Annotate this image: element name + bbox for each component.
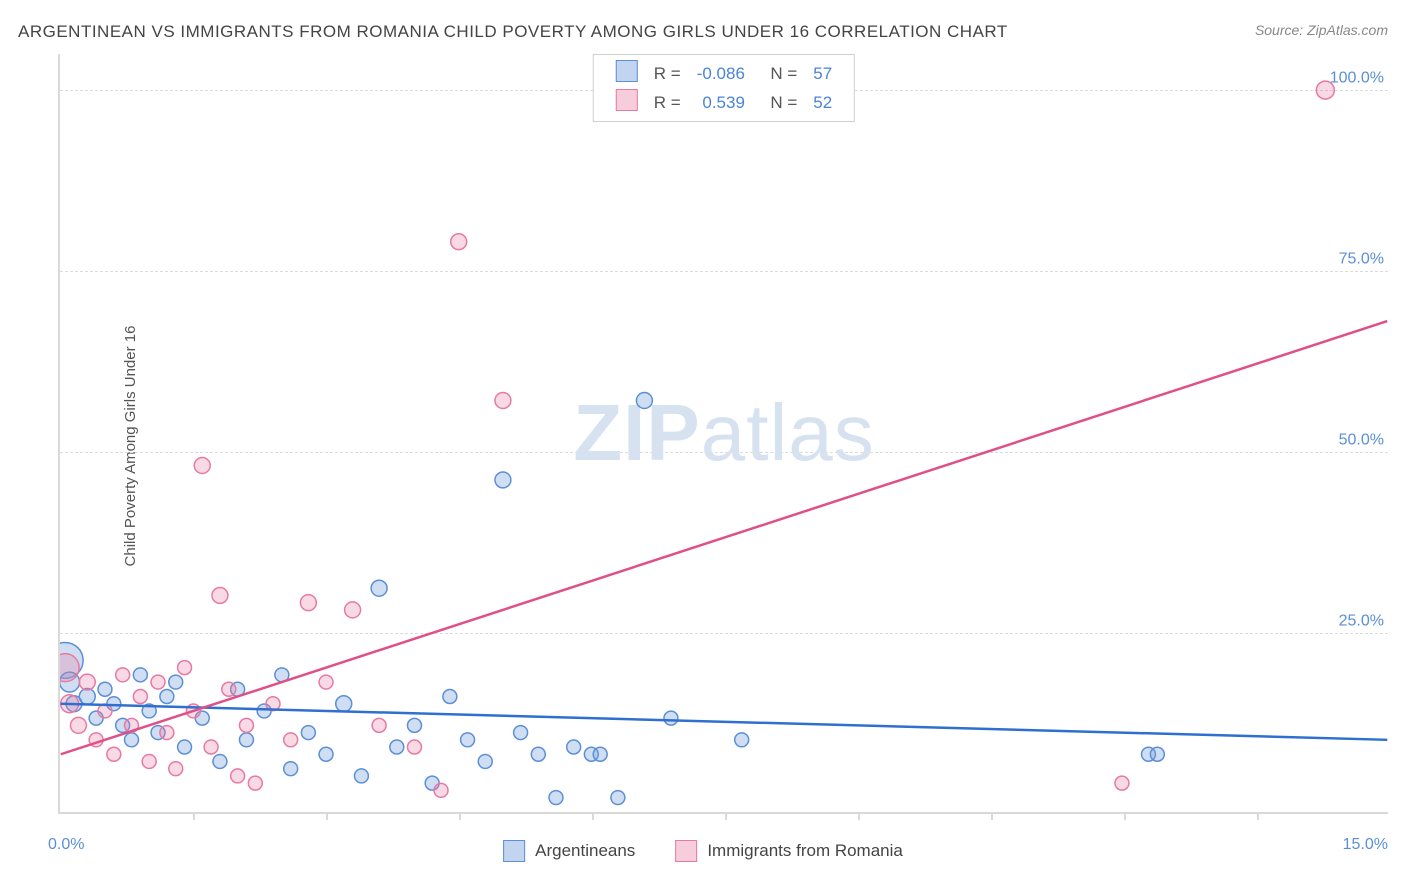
legend-row-2: R =0.539 N =52: [608, 88, 840, 117]
legend-row-1: R =-0.086 N =57: [608, 59, 840, 88]
chart-svg: [60, 54, 1388, 812]
x-axis-start-label: 0.0%: [48, 836, 84, 854]
x-axis-end-label: 15.0%: [1343, 836, 1388, 854]
series-legend: Argentineans Immigrants from Romania: [503, 840, 903, 862]
legend-label: Argentineans: [535, 841, 635, 861]
plot-area: ZIPatlas R =-0.086 N =57 R =0.539 N =52 …: [58, 54, 1388, 814]
correlation-legend: R =-0.086 N =57 R =0.539 N =52: [593, 54, 855, 122]
legend-item-2: Immigrants from Romania: [675, 840, 903, 862]
legend-item-1: Argentineans: [503, 840, 635, 862]
legend-label: Immigrants from Romania: [707, 841, 903, 861]
chart-title: ARGENTINEAN VS IMMIGRANTS FROM ROMANIA C…: [18, 22, 1008, 42]
source-label: Source: ZipAtlas.com: [1255, 22, 1388, 38]
